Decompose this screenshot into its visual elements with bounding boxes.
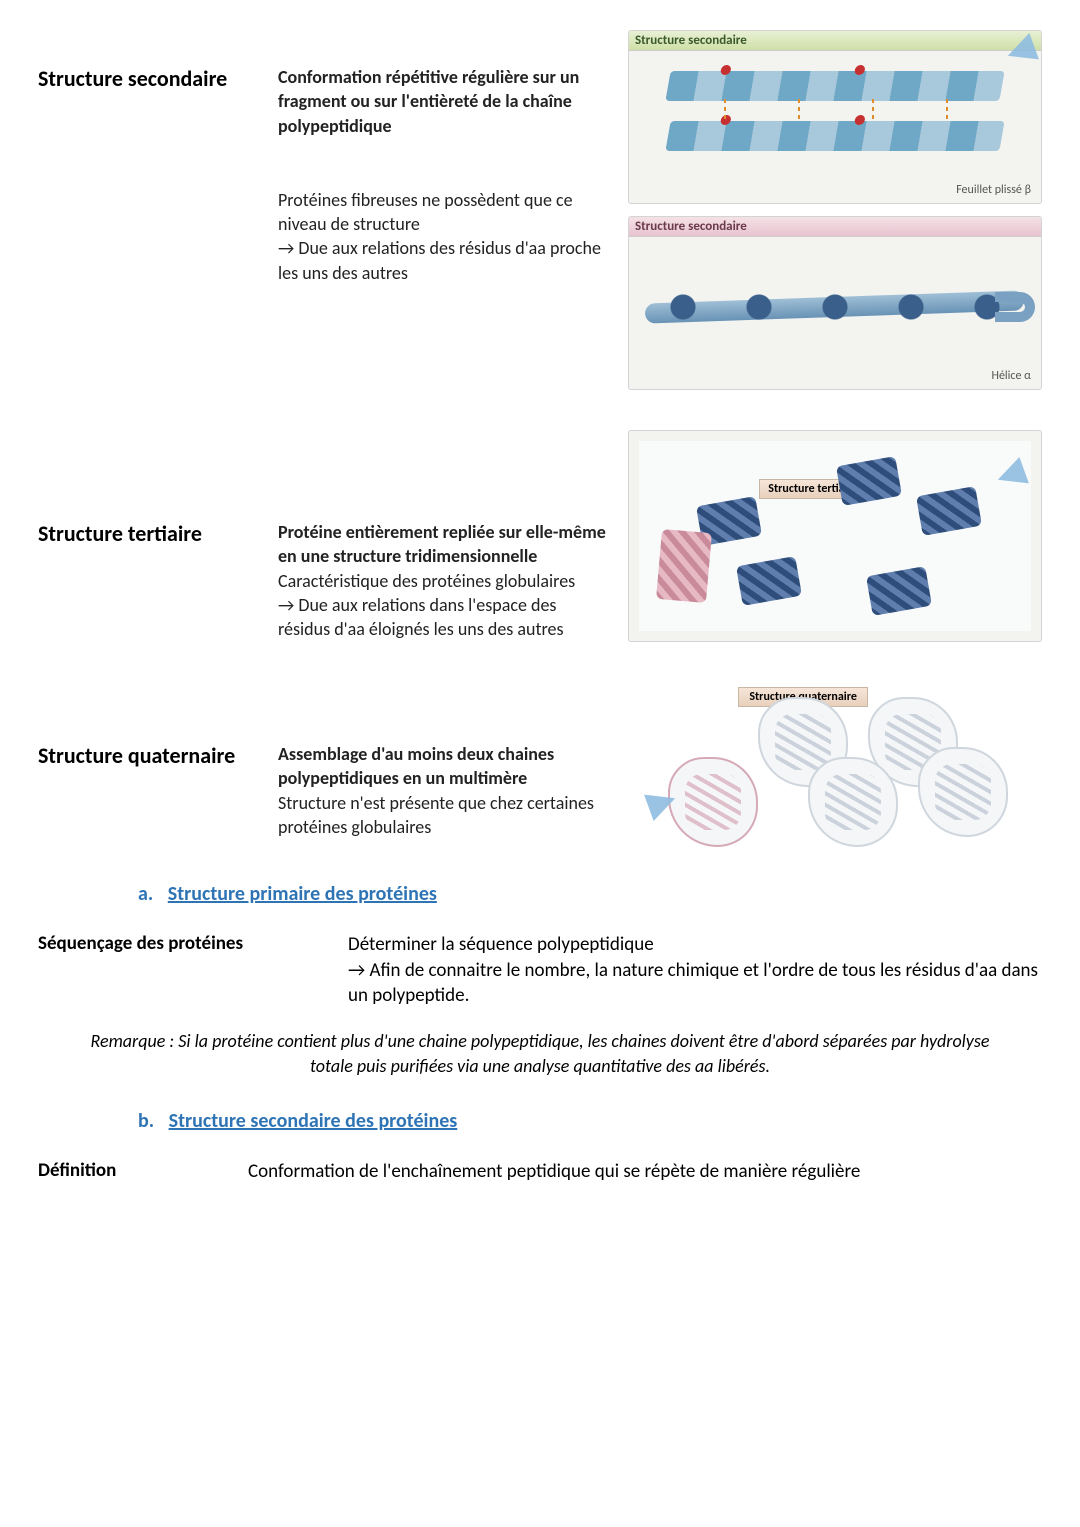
figure-quaternaire: Structure quaternaire bbox=[628, 672, 1042, 852]
seq-line2: → Afin de connaitre le nombre, la nature… bbox=[348, 958, 1042, 1009]
seq-line1: Déterminer la séquence polypeptidique bbox=[348, 932, 1042, 958]
subsection-a-heading: a. Structure primaire des protéines bbox=[138, 882, 1042, 906]
subsection-a-title: Structure primaire des protéines bbox=[168, 882, 437, 906]
def-definition: Définition Conformation de l'enchaînemen… bbox=[38, 1159, 1042, 1185]
subsection-b-title: Structure secondaire des protéines bbox=[169, 1109, 458, 1133]
fig-header-helix: Structure secondaire bbox=[629, 217, 1041, 237]
def-text-definition: Conformation de l'enchaînement peptidiqu… bbox=[248, 1159, 1042, 1185]
def-label-definition: Définition bbox=[38, 1159, 208, 1185]
tertiaire-line1: Caractéristique des protéines globulaire… bbox=[278, 570, 575, 592]
subsection-b-heading: b. Structure secondaire des protéines bbox=[138, 1109, 1042, 1133]
figure-tertiaire: Structure tertiaire bbox=[628, 430, 1042, 642]
alpha-helix-diagram bbox=[645, 252, 1024, 352]
secondaire-bold: Conformation répétitive régulière sur un… bbox=[278, 66, 579, 137]
tertiary-diagram: Structure tertiaire bbox=[639, 441, 1030, 631]
fig-header-beta: Structure secondaire bbox=[629, 31, 1041, 51]
row-structure-tertiaire: Structure tertiaire Protéine entièrement… bbox=[38, 430, 1042, 642]
fig-caption-beta: Feuillet plissé β bbox=[629, 181, 1041, 203]
quaternaire-bold: Assemblage d'au moins deux chaines polyp… bbox=[278, 743, 554, 789]
secondaire-line2: → Due aux relations des résidus d'aa pro… bbox=[278, 236, 608, 285]
figure-alpha-helix: Structure secondaire Hélice α bbox=[628, 216, 1042, 390]
text-tertiaire: Protéine entièrement repliée sur elle-mê… bbox=[278, 430, 608, 642]
label-quaternaire: Structure quaternaire bbox=[38, 672, 258, 852]
def-text-sequencage: Déterminer la séquence polypeptidique → … bbox=[348, 932, 1042, 1009]
text-quaternaire: Assemblage d'au moins deux chaines polyp… bbox=[278, 672, 608, 852]
label-tertiaire: Structure tertiaire bbox=[38, 430, 258, 642]
def-sequencage: Séquençage des protéines Déterminer la s… bbox=[38, 932, 1042, 1009]
figure-beta-sheet: Structure secondaire Feuillet plissé β bbox=[628, 30, 1042, 204]
quaternary-diagram: Structure quaternaire bbox=[638, 687, 1031, 837]
text-secondaire: Conformation répétitive régulière sur un… bbox=[278, 30, 608, 390]
figures-tertiaire: Structure tertiaire bbox=[628, 430, 1042, 642]
remark-text: Remarque : Si la protéine contient plus … bbox=[68, 1029, 1012, 1079]
subsection-a-letter: a. bbox=[138, 882, 153, 906]
beta-sheet-diagram bbox=[650, 71, 1021, 161]
subsection-b-letter: b. bbox=[138, 1109, 154, 1133]
quaternaire-line1: Structure n'est présente que chez certai… bbox=[278, 792, 594, 838]
tertiaire-bold: Protéine entièrement repliée sur elle-mê… bbox=[278, 521, 606, 567]
def-label-sequencage: Séquençage des protéines bbox=[38, 932, 308, 1009]
row-structure-quaternaire: Structure quaternaire Assemblage d'au mo… bbox=[38, 672, 1042, 852]
arrow-icon bbox=[993, 457, 1029, 493]
figures-quaternaire: Structure quaternaire bbox=[628, 672, 1042, 852]
label-secondaire: Structure secondaire bbox=[38, 30, 258, 390]
tertiaire-line2: → Due aux relations dans l'espace des ré… bbox=[278, 594, 564, 640]
figures-secondaire: Structure secondaire Feuillet plissé β S… bbox=[628, 30, 1042, 390]
row-structure-secondaire: Structure secondaire Conformation répéti… bbox=[38, 30, 1042, 390]
fig-caption-helix: Hélice α bbox=[629, 367, 1041, 389]
secondaire-line1: Protéines fibreuses ne possèdent que ce … bbox=[278, 188, 608, 237]
